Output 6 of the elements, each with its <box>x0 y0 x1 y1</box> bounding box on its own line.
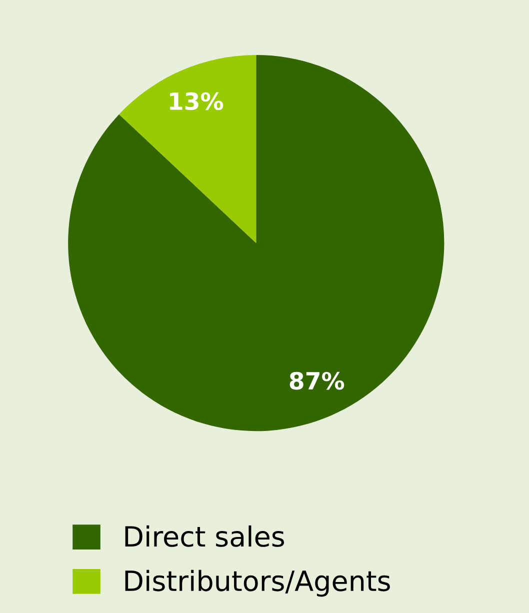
pie-slice <box>119 54 256 244</box>
legend-label: Distributors/Agents <box>125 570 390 597</box>
data-label: 13% <box>170 92 224 110</box>
data-label: 87% <box>290 372 344 390</box>
pie-slice <box>68 54 444 432</box>
legend-label: Direct sales <box>125 525 284 547</box>
